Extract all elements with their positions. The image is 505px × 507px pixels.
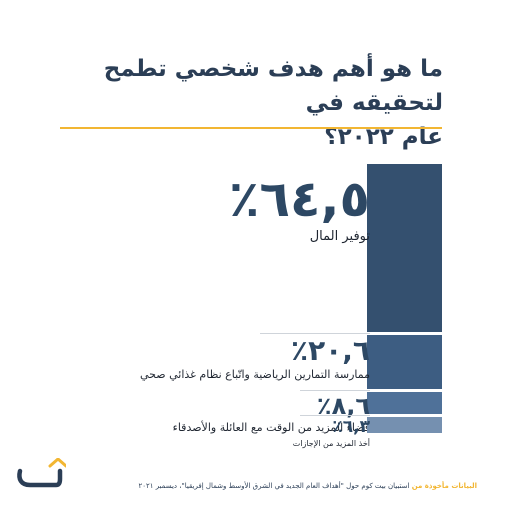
- value-label-3: ٨,٦٪: [316, 392, 370, 420]
- bar-segment-3: [367, 392, 442, 414]
- bayt-logo-icon: [17, 458, 66, 488]
- value-label-2: ٢٠,٦٪: [291, 334, 370, 367]
- category-label-1: توفير المال: [309, 228, 370, 244]
- source-prefix: البيانات مأخوذة من: [411, 482, 477, 490]
- category-label-4: أخذ المزيد من الإجازات: [292, 438, 370, 448]
- title-underline: [60, 127, 442, 129]
- bar-segment-4: [367, 417, 442, 433]
- category-label-2: ممارسة التمارين الرياضية واتّباع نظام غذ…: [140, 368, 370, 382]
- row-separator-1: [260, 333, 370, 334]
- category-label-3: قضاء المزيد من الوقت مع العائلة والأصدقا…: [172, 421, 370, 435]
- value-label-1: ٦٤,٥٪: [228, 170, 370, 228]
- chart-title: ما هو أهم هدف شخصي تطمح لتحقيقه في عام ٢…: [23, 52, 443, 154]
- row-separator-2: [300, 390, 370, 391]
- value-label-4: ٦,٣٪: [332, 417, 370, 437]
- bar-segment-1: [367, 164, 442, 332]
- bar-segment-2: [367, 335, 442, 389]
- title-line-2: عام ٢٠٢٢؟: [324, 124, 443, 150]
- row-separator-3: [300, 415, 370, 416]
- source-text: استبيان بيت كوم حول "أهداف العام الجديد …: [138, 482, 410, 490]
- source-footnote: البيانات مأخوذة من استبيان بيت كوم حول "…: [138, 482, 477, 490]
- title-line-1: ما هو أهم هدف شخصي تطمح لتحقيقه في: [103, 56, 443, 116]
